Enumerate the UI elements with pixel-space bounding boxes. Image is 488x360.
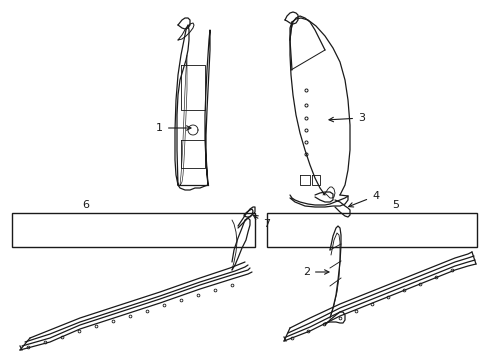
Text: 1: 1 [156, 123, 191, 133]
Text: 7: 7 [253, 215, 269, 229]
Text: 5: 5 [391, 200, 398, 210]
Text: 2: 2 [302, 267, 328, 277]
Text: 4: 4 [348, 191, 378, 207]
Text: 6: 6 [82, 200, 89, 210]
Text: 3: 3 [328, 113, 364, 123]
